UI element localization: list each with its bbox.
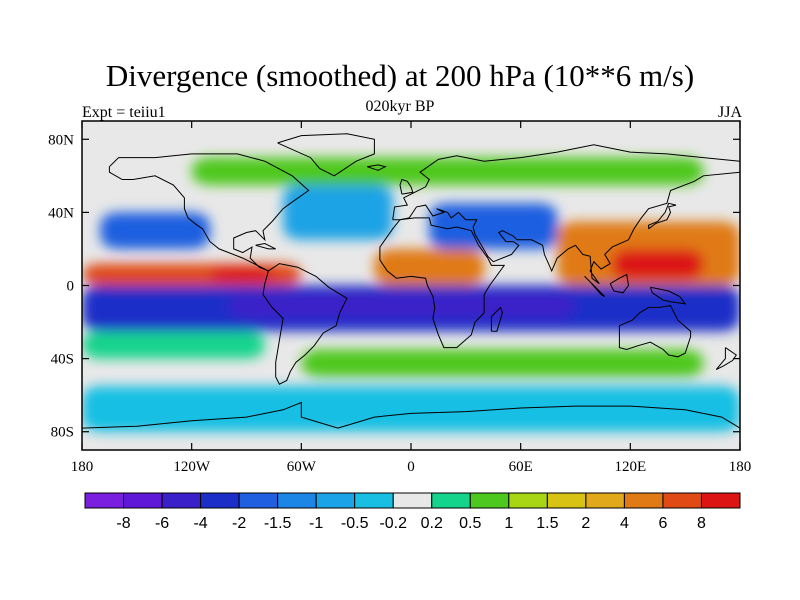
field-region-west-pacific-core bbox=[612, 248, 704, 281]
field-region-north-green bbox=[191, 157, 704, 185]
colorbar-swatch bbox=[200, 492, 240, 509]
y-tick-label: 40S bbox=[51, 352, 74, 368]
colorbar-label: -0.5 bbox=[341, 515, 369, 532]
field-region-asia-negative bbox=[429, 203, 558, 249]
y-tick-label: 80S bbox=[51, 425, 74, 441]
y-axis-ticks: 80N 40N 0 40S 80S bbox=[48, 132, 740, 441]
colorbar-label: -6 bbox=[155, 515, 169, 532]
colorbar-label: -2 bbox=[232, 515, 246, 532]
colorbar-swatch bbox=[238, 492, 279, 509]
colorbar-swatch bbox=[508, 492, 548, 509]
colorbar-swatch bbox=[84, 492, 125, 509]
colorbar-label: 0.2 bbox=[421, 515, 443, 532]
x-tick-label: 60W bbox=[287, 459, 317, 475]
colorbar-swatch bbox=[277, 492, 317, 509]
x-tick-label: 180 bbox=[71, 459, 94, 475]
coast-greenland bbox=[277, 133, 375, 177]
coast-british-isles bbox=[399, 178, 414, 195]
colorbar-label: 2 bbox=[581, 515, 590, 532]
coast-borneo bbox=[609, 273, 630, 294]
colorbar-swatch bbox=[431, 492, 471, 509]
colorbar-label: -4 bbox=[193, 515, 207, 532]
colorbar-swatch bbox=[123, 492, 163, 509]
colorbar: -8 -6 -4 -2 -1.5 -1 -0.5 -0.2 0.2 0.5 1 1.5 2 4 6 8 bbox=[84, 492, 741, 532]
coast-antarctica bbox=[82, 401, 740, 429]
coast-north-america bbox=[108, 153, 310, 272]
x-tick-label: 120E bbox=[614, 459, 646, 475]
coast-madagascar bbox=[490, 306, 503, 332]
colorbar-swatch bbox=[662, 492, 702, 509]
colorbar-label: 0.5 bbox=[459, 515, 481, 532]
field-region-north-atlantic-negative bbox=[283, 184, 393, 240]
coast-cuba bbox=[255, 242, 276, 250]
colorbar-label: 4 bbox=[620, 515, 629, 532]
x-tick-label: 0 bbox=[407, 459, 415, 475]
coast-iceland bbox=[366, 164, 387, 171]
colorbar-swatch bbox=[546, 492, 587, 509]
colorbar-swatch bbox=[623, 492, 664, 509]
coast-eurasia bbox=[392, 144, 740, 285]
colorbar-swatch bbox=[315, 492, 356, 509]
field-region-africa-positive bbox=[374, 248, 485, 286]
y-tick-label: 40N bbox=[48, 205, 74, 221]
coastlines bbox=[82, 133, 740, 429]
map-subtitle: 020kyr BP bbox=[365, 98, 435, 115]
coast-new-zealand bbox=[715, 347, 737, 371]
colorbar-swatch bbox=[354, 492, 394, 509]
divergence-field bbox=[82, 157, 740, 432]
field-region-north-pacific-negative bbox=[100, 212, 210, 249]
coast-australia bbox=[618, 305, 692, 358]
field-region-east-pacific-core bbox=[209, 267, 274, 282]
season-label: JJA bbox=[717, 104, 742, 121]
experiment-label: Expt = teiiu1 bbox=[82, 104, 166, 121]
colorbar-swatch bbox=[469, 492, 510, 509]
field-region-southern-mid-green bbox=[301, 349, 704, 377]
colorbar-label: 6 bbox=[658, 515, 667, 532]
y-tick-label: 80N bbox=[48, 132, 74, 148]
field-region-equatorial-core-negative bbox=[228, 292, 576, 319]
colorbar-swatch bbox=[700, 492, 741, 509]
y-tick-label: 0 bbox=[67, 279, 75, 295]
field-region-south-pacific-green bbox=[82, 331, 265, 359]
x-axis-ticks: 180 120W 60W 0 60E 120E 180 bbox=[71, 121, 752, 475]
colorbar-swatch bbox=[585, 492, 625, 509]
colorbar-swatch bbox=[392, 492, 433, 509]
x-tick-label: 120W bbox=[173, 459, 211, 475]
map-title: Divergence (smoothed) at 200 hPa (10**6 … bbox=[105, 58, 695, 93]
colorbar-label: -8 bbox=[116, 515, 130, 532]
colorbar-label: -1 bbox=[309, 515, 323, 532]
colorbar-label: -1.5 bbox=[264, 515, 292, 532]
colorbar-label: -0.2 bbox=[379, 515, 407, 532]
x-tick-label: 60E bbox=[509, 459, 533, 475]
colorbar-swatch bbox=[161, 492, 202, 509]
coast-africa bbox=[379, 217, 506, 349]
colorbar-label: 1 bbox=[504, 515, 513, 532]
coast-new-guinea bbox=[649, 286, 687, 305]
x-tick-label: 180 bbox=[729, 459, 752, 475]
coast-south-america bbox=[262, 263, 348, 385]
coast-sumatra bbox=[584, 276, 606, 297]
colorbar-label: 1.5 bbox=[536, 515, 558, 532]
coast-japan bbox=[648, 202, 677, 230]
field-region-southern-ocean-light bbox=[82, 386, 740, 432]
colorbar-label: 8 bbox=[697, 515, 706, 532]
